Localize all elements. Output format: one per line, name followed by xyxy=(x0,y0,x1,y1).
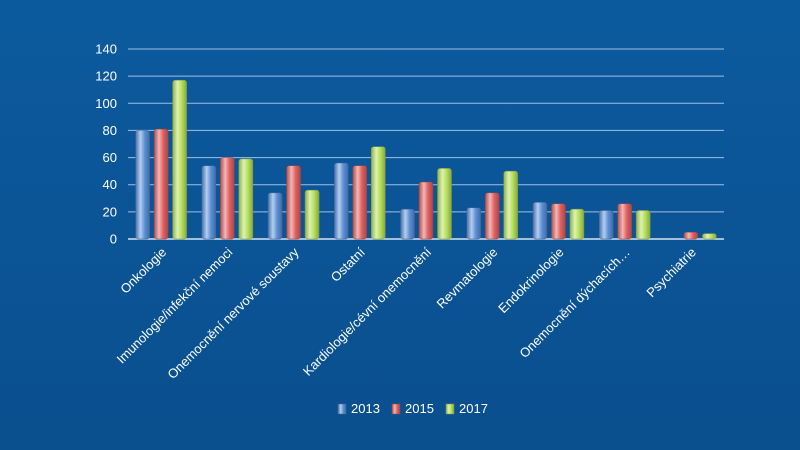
bar-2013-4 xyxy=(400,208,415,240)
x-category-label: Onkologie xyxy=(117,245,169,297)
bar-2013-2 xyxy=(267,192,283,240)
legend: 2013 2015 2017 xyxy=(337,401,488,416)
bar-2015-4 xyxy=(418,181,434,240)
y-tick-label: 0 xyxy=(110,232,117,247)
x-category-label: Imunologie/infekční nemoci xyxy=(113,244,235,366)
bars xyxy=(135,79,717,240)
x-category-label: Onemocnění dýchacích… xyxy=(516,245,632,361)
bar-2017-1 xyxy=(238,158,254,240)
legend-swatch-2015 xyxy=(391,403,401,415)
bar-2013-7 xyxy=(598,210,614,240)
bar-2015-0 xyxy=(153,128,169,240)
legend-swatch-2017 xyxy=(445,403,455,415)
legend-swatch-2013 xyxy=(337,403,347,415)
bar-2015-7 xyxy=(617,203,632,240)
bar-2017-7 xyxy=(635,210,651,240)
x-category-label: Kardiologie/cévní onemocnění xyxy=(300,244,435,379)
bar-2017-4 xyxy=(437,168,452,240)
x-category-label: Onemocnění nervové soustavy xyxy=(164,244,302,382)
bar-2015-2 xyxy=(286,165,301,240)
bar-2015-8 xyxy=(683,231,699,240)
bar-2015-5 xyxy=(484,192,500,240)
y-tick-label: 40 xyxy=(103,177,117,192)
legend-label-2015: 2015 xyxy=(405,401,434,416)
bar-2017-3 xyxy=(371,146,386,240)
bar-2017-6 xyxy=(569,208,585,240)
legend-label-2013: 2013 xyxy=(351,401,380,416)
y-axis: 0 20 40 60 80 100 120 140 xyxy=(95,42,117,247)
bar-2013-3 xyxy=(334,162,349,240)
bar-2017-0 xyxy=(172,79,187,240)
legend-label-2017: 2017 xyxy=(459,401,488,416)
bar-2017-2 xyxy=(304,189,320,240)
y-tick-label: 100 xyxy=(95,96,117,111)
bar-2017-8 xyxy=(702,233,717,240)
bar-2015-1 xyxy=(220,157,235,240)
y-tick-label: 60 xyxy=(103,150,117,165)
bar-2013-0 xyxy=(135,130,150,240)
x-category-label: Revmatologie xyxy=(434,245,501,312)
bar-2013-5 xyxy=(466,207,481,240)
bar-2017-5 xyxy=(503,170,518,240)
bar-2015-6 xyxy=(551,203,566,240)
y-tick-label: 120 xyxy=(95,69,117,84)
x-category-label: Endokrinologie xyxy=(495,245,566,316)
bar-2013-6 xyxy=(532,202,548,240)
bar-2013-1 xyxy=(201,165,217,240)
y-tick-label: 20 xyxy=(103,204,117,219)
bar-2015-3 xyxy=(352,165,368,240)
x-category-label: Ostatní xyxy=(328,244,369,285)
y-tick-label: 80 xyxy=(103,123,117,138)
x-category-label: Psychiatrie xyxy=(643,245,699,301)
y-tick-label: 140 xyxy=(95,42,117,57)
